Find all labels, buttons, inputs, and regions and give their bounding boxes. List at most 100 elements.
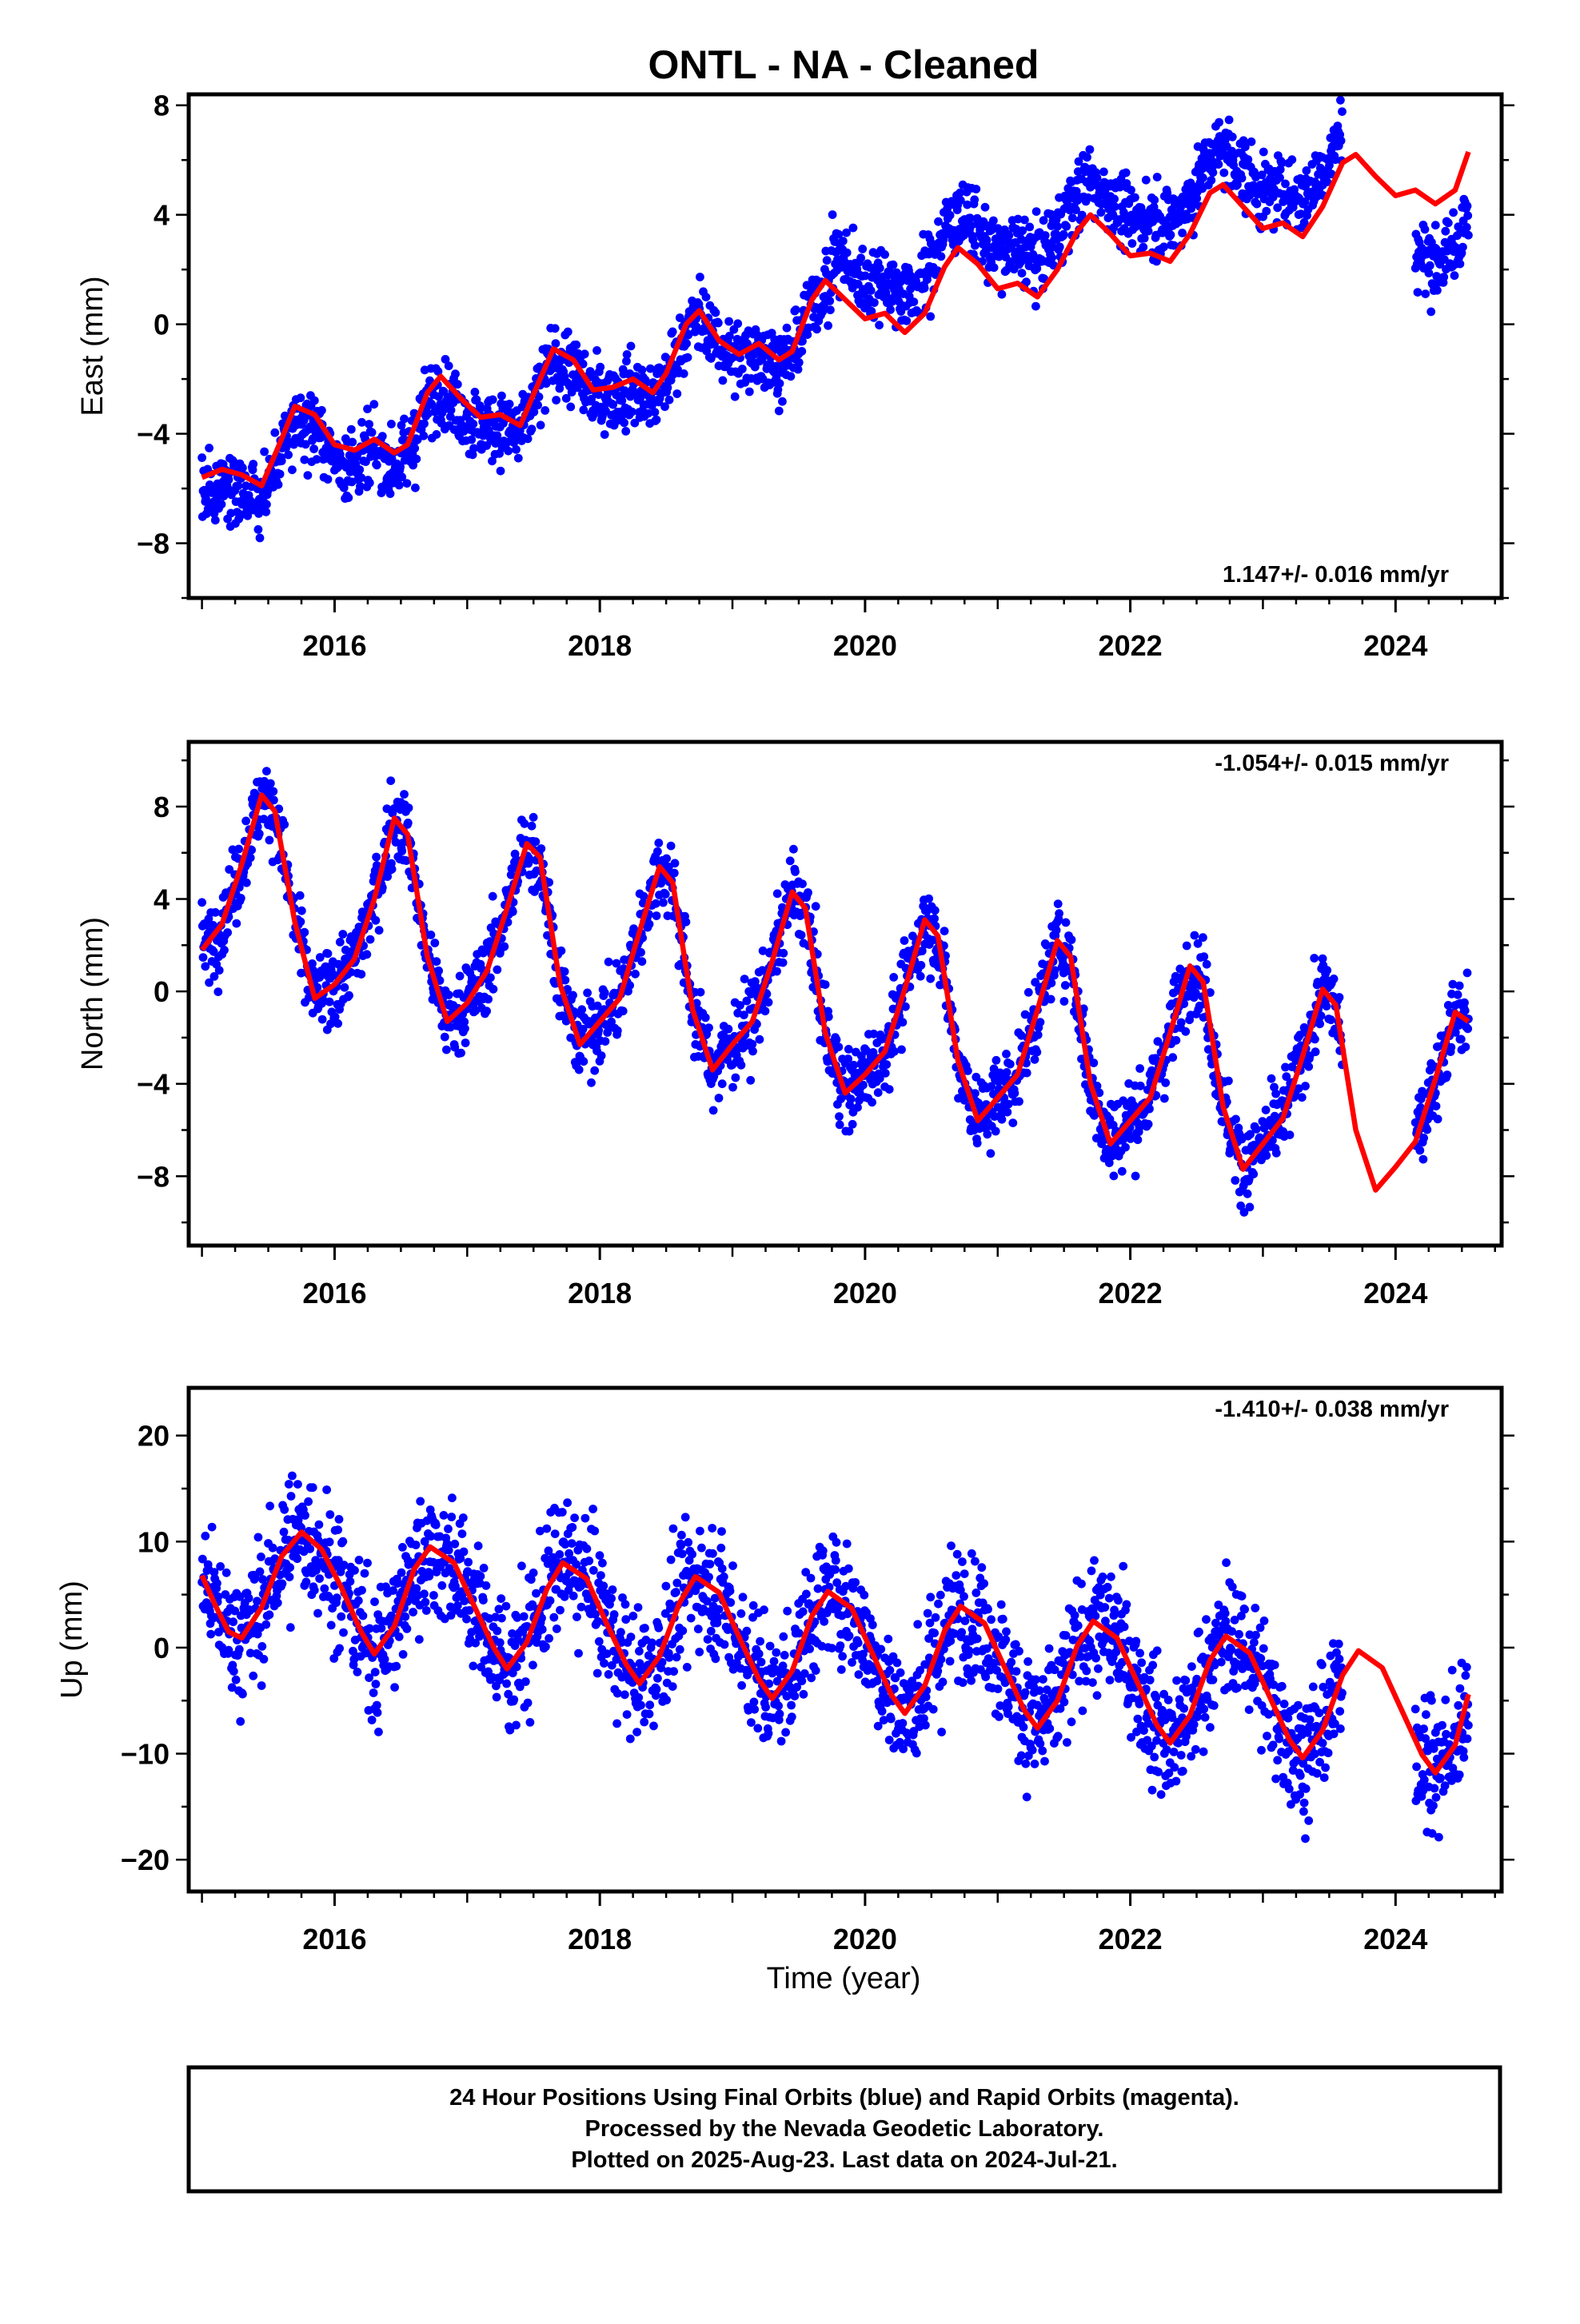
data-point — [1131, 1172, 1140, 1181]
data-point — [823, 256, 832, 265]
data-point — [372, 916, 381, 925]
data-point — [533, 401, 542, 409]
data-point — [1463, 1024, 1472, 1033]
data-point — [1441, 227, 1450, 236]
data-point — [592, 346, 601, 355]
data-point — [924, 895, 933, 903]
data-point — [843, 249, 852, 257]
data-point — [1020, 216, 1029, 225]
data-point — [359, 1612, 368, 1620]
east-rate-label: 1.147+/- 0.016 mm/yr — [1223, 562, 1449, 588]
data-point — [1032, 207, 1041, 216]
data-point — [479, 1596, 488, 1604]
data-point — [257, 1642, 266, 1651]
data-point — [338, 1537, 347, 1546]
data-point — [577, 1005, 586, 1014]
data-point — [1086, 145, 1095, 154]
data-point — [386, 776, 395, 785]
data-point — [462, 1615, 471, 1624]
data-point — [653, 847, 662, 856]
data-point — [215, 966, 224, 975]
data-point — [285, 1480, 293, 1489]
data-point — [469, 1662, 477, 1671]
data-point — [355, 465, 364, 474]
data-point — [369, 400, 378, 409]
data-point — [1052, 926, 1061, 935]
data-point — [433, 957, 441, 966]
data-point — [835, 1112, 844, 1121]
data-point — [1231, 1115, 1240, 1124]
data-point — [718, 1079, 727, 1088]
data-point — [1168, 1053, 1177, 1062]
data-point — [500, 943, 509, 951]
data-point — [198, 453, 206, 462]
data-point — [1015, 1097, 1023, 1106]
data-point — [474, 1541, 483, 1550]
data-point — [1118, 1167, 1127, 1176]
data-point — [900, 936, 909, 945]
data-point — [682, 339, 691, 348]
data-point — [427, 931, 436, 939]
data-point — [651, 408, 660, 417]
data-point — [249, 460, 257, 468]
data-point — [211, 908, 220, 917]
data-point — [365, 420, 373, 429]
data-point — [1153, 173, 1162, 181]
data-point — [623, 350, 632, 359]
data-point — [442, 1046, 451, 1054]
data-point — [416, 1497, 425, 1506]
data-point — [1023, 1069, 1031, 1078]
data-point — [1061, 981, 1070, 990]
data-point — [1215, 160, 1223, 169]
east-y-axis-label: East (mm) — [76, 276, 110, 416]
data-point — [370, 1597, 379, 1606]
data-point — [337, 1612, 345, 1621]
data-point — [315, 1521, 324, 1529]
data-point — [1177, 1018, 1186, 1027]
data-point — [1008, 1118, 1017, 1127]
data-point — [302, 1577, 311, 1586]
data-point — [444, 1525, 453, 1533]
data-point — [395, 1632, 404, 1641]
data-point — [457, 1049, 465, 1058]
data-point — [327, 1621, 336, 1630]
x-tick-label: 2020 — [833, 629, 897, 662]
north-y-axis-label: North (mm) — [76, 917, 110, 1070]
data-point — [305, 1545, 314, 1553]
data-point — [372, 853, 381, 862]
data-point — [445, 991, 453, 999]
data-point — [930, 915, 939, 923]
data-point — [812, 325, 821, 333]
data-point — [579, 1057, 588, 1066]
data-point — [926, 975, 935, 983]
data-point — [453, 380, 462, 389]
data-point — [1097, 208, 1106, 217]
data-point — [309, 1483, 317, 1492]
data-point — [1131, 193, 1139, 202]
data-point — [1419, 1134, 1428, 1142]
data-point — [733, 319, 742, 328]
data-point — [652, 911, 661, 920]
data-point — [1421, 289, 1430, 298]
data-point — [613, 1026, 622, 1035]
data-point — [445, 361, 453, 370]
data-point — [772, 967, 781, 976]
data-point — [701, 1014, 710, 1022]
x-tick-label: 2024 — [1363, 629, 1427, 662]
data-point — [783, 324, 792, 333]
data-point — [238, 1690, 247, 1699]
data-point — [787, 372, 796, 381]
data-point — [1160, 1094, 1169, 1103]
data-point — [1262, 207, 1271, 216]
data-point — [489, 892, 497, 901]
data-point — [1067, 935, 1076, 944]
data-point — [1443, 1070, 1452, 1079]
data-point — [1262, 1106, 1271, 1114]
data-point — [557, 947, 566, 955]
data-point — [1093, 173, 1102, 182]
data-point — [277, 456, 286, 465]
data-point — [1414, 288, 1422, 297]
data-point — [325, 998, 334, 1007]
data-point — [748, 1047, 757, 1056]
data-point — [456, 972, 465, 981]
